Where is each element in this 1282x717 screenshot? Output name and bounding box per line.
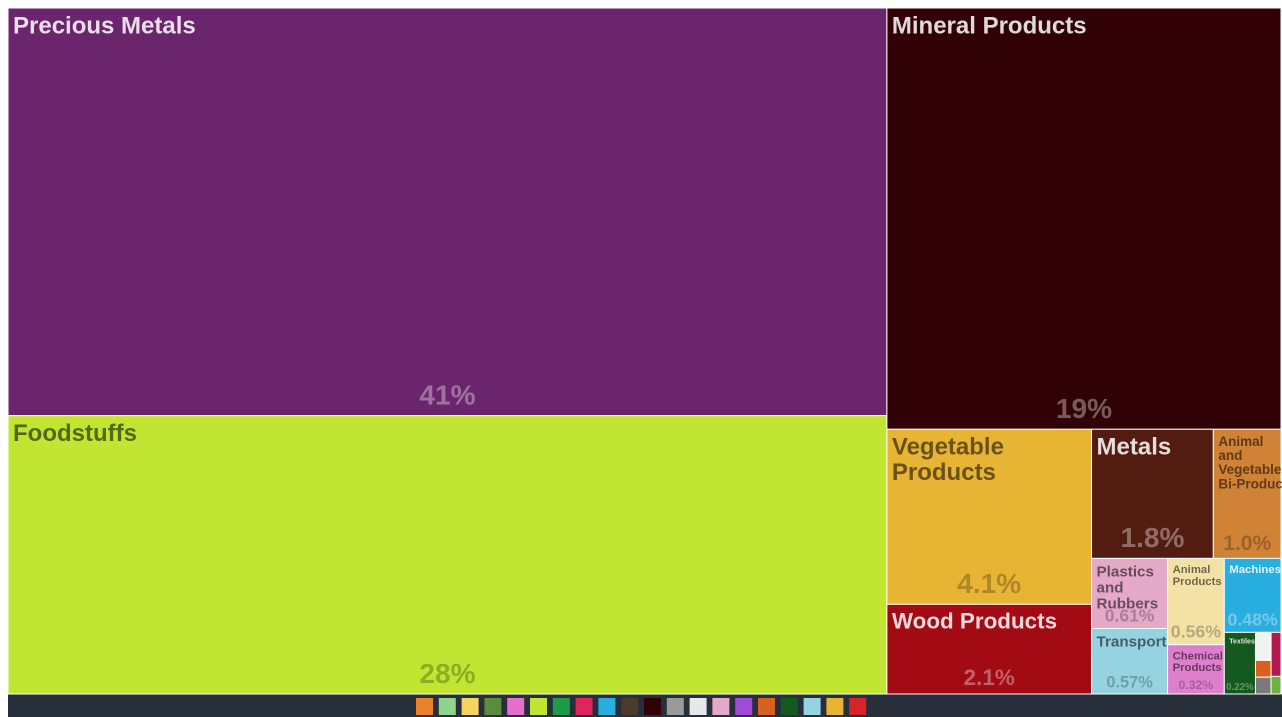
treemap-cell: [1254, 659, 1272, 678]
cell-label: Machines: [1229, 564, 1281, 576]
cell-value-label: 4.1%: [957, 568, 1021, 599]
cell-label: Vegetable Products: [892, 434, 1004, 486]
category-icon: [849, 698, 867, 715]
cell-value-label: 0.32%: [1178, 678, 1213, 692]
cell-value-label: 0.48%: [1228, 609, 1278, 629]
category-icon: [507, 698, 525, 715]
category-icon: [712, 698, 730, 715]
cell-label: Chemical Products: [1173, 650, 1223, 674]
category-icon: [484, 698, 502, 715]
cell-label: Metals: [1097, 434, 1172, 461]
cell-label: Foodstuffs: [13, 420, 137, 447]
category-icon: [826, 698, 844, 715]
treemap-cell: [886, 603, 1093, 695]
treemap-cell: [7, 415, 888, 695]
treemap-cell: [1270, 631, 1282, 677]
cell-label: Plastics and Rubbers: [1097, 563, 1159, 612]
category-icon: [621, 698, 639, 715]
treemap-cell: [1270, 675, 1282, 695]
cell-value-label: 1.0%: [1223, 532, 1271, 555]
treemap-cell: [7, 7, 888, 417]
cell-value-label: 2.1%: [964, 665, 1015, 690]
cell-label: Wood Products: [892, 608, 1057, 633]
treemap-cell: [886, 7, 1282, 430]
treemap-cell: [1091, 557, 1169, 630]
category-icon: [666, 698, 684, 715]
category-icon: [644, 698, 661, 715]
treemap-cell: [1167, 557, 1225, 646]
category-icon: [598, 698, 616, 715]
category-icon: [461, 698, 479, 715]
category-icon: [735, 698, 753, 715]
cell-value-label: 0.61%: [1105, 605, 1155, 625]
treemap-cell: [1254, 631, 1272, 661]
cell-value-label: 1.8%: [1121, 522, 1185, 553]
treemap-cell: [1223, 631, 1256, 695]
treemap-cell: [1091, 628, 1169, 695]
cell-label: Precious Metals: [13, 12, 196, 39]
cell-value-label: 19%: [1056, 393, 1112, 424]
cell-value-label: 0.57%: [1106, 673, 1153, 691]
treemap-cell: [1223, 557, 1282, 633]
cell-value-label: 41%: [419, 379, 475, 410]
category-icon: [758, 698, 775, 715]
treemap-cell: [1091, 428, 1214, 559]
cell-label: Mineral Products: [892, 12, 1087, 39]
category-icon: [803, 698, 821, 715]
cell-value-label: 0.22%: [1226, 682, 1254, 693]
category-icon: [552, 698, 570, 715]
category-icon: [689, 698, 707, 715]
treemap-cell: [1167, 644, 1225, 695]
category-icon: [575, 698, 593, 715]
category-icon: [416, 698, 433, 715]
treemap-cell: [1212, 428, 1282, 559]
category-icon: [780, 698, 798, 715]
cell-value-label: 0.56%: [1171, 622, 1221, 642]
cell-label: Textiles: [1229, 638, 1255, 645]
icon-row: [416, 698, 867, 715]
treemap-cell: [886, 428, 1093, 605]
treemap-cell: [1254, 676, 1272, 695]
cell-value-label: 28%: [419, 658, 475, 689]
cell-label: Animal Products: [1173, 564, 1222, 588]
category-icon: [530, 698, 547, 715]
category-icon: [438, 698, 456, 715]
